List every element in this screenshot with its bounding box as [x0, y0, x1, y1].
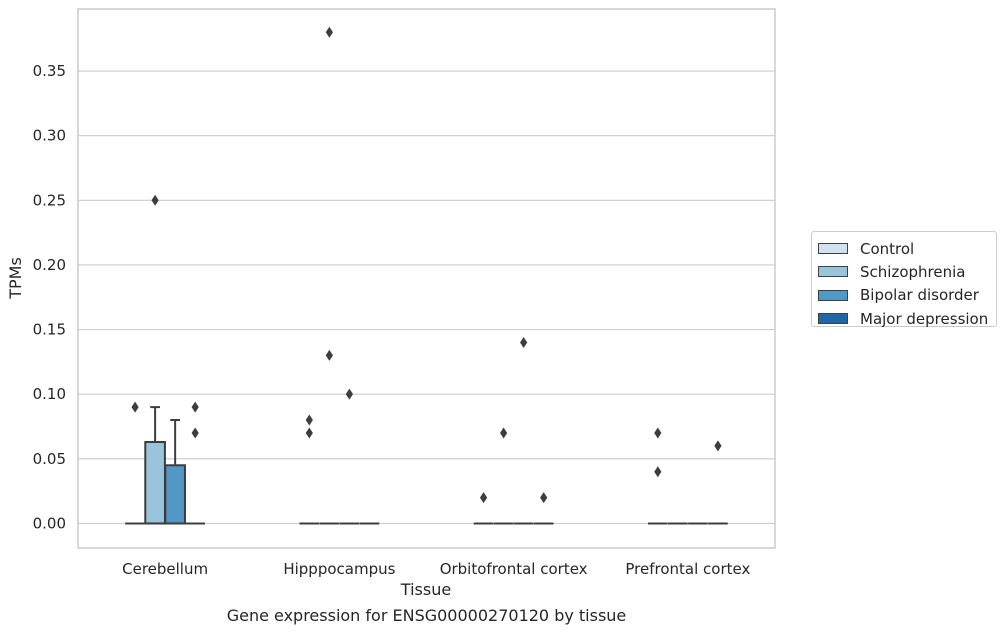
legend-swatch-control — [818, 243, 848, 255]
legend: Control Schizophrenia Bipolar disorder M… — [811, 231, 997, 330]
outlier-point — [305, 414, 313, 426]
legend-item-major-depression: Major depression — [818, 307, 996, 330]
box-group — [125, 401, 145, 525]
x-tick-label: Cerebellum — [122, 560, 208, 578]
y-tick-label: 0.10 — [33, 385, 66, 403]
x-tick-labels: Cerebellum Hipppocampus Orbitofrontal cort… — [122, 560, 750, 578]
box-group — [164, 419, 186, 525]
box-group — [513, 336, 534, 525]
outlier-point — [654, 466, 662, 478]
y-tick-label: 0.35 — [33, 62, 66, 80]
box-group — [319, 26, 340, 525]
box-group — [647, 427, 668, 525]
box — [164, 464, 186, 525]
chart-caption: Gene expression for ENSG00000270120 by t… — [226, 606, 627, 625]
legend-label-bipolar-disorder: Bipolar disorder — [860, 286, 979, 305]
y-axis-label: TPMs — [6, 257, 25, 300]
outlier-point — [540, 492, 548, 504]
outlier-point — [500, 427, 508, 439]
outlier-point — [345, 388, 353, 400]
y-tick-label: 0.00 — [33, 514, 66, 532]
box-series — [125, 26, 728, 525]
outlier-point — [131, 401, 139, 413]
box-group — [533, 492, 554, 525]
box-group — [299, 414, 320, 525]
outlier-point — [479, 492, 488, 504]
plot-frame — [77, 8, 776, 549]
box-group — [473, 492, 494, 525]
outlier-point — [305, 427, 313, 439]
legend-swatch-bipolar-disorder — [818, 289, 848, 301]
legend-label-control: Control — [860, 239, 915, 258]
outlier-point — [520, 336, 528, 348]
legend-label-schizophrenia: Schizophrenia — [860, 262, 966, 281]
x-axis-label: Tissue — [400, 580, 451, 599]
box — [144, 441, 166, 525]
y-tick-labels: 0.00 0.05 0.10 0.15 0.20 0.25 0.30 0.35 — [33, 62, 66, 532]
x-tick-label: Hipppocampus — [283, 560, 395, 578]
box-group — [185, 401, 206, 525]
outlier-point — [325, 349, 333, 361]
y-tick-label: 0.30 — [33, 127, 66, 145]
legend-item-bipolar-disorder: Bipolar disorder — [818, 284, 996, 307]
legend-item-schizophrenia: Schizophrenia — [818, 260, 996, 283]
gridlines — [78, 70, 775, 525]
legend-swatch-schizophrenia — [818, 266, 848, 278]
outlier-point — [191, 427, 199, 439]
y-tick-label: 0.15 — [33, 321, 66, 339]
y-tick-label: 0.20 — [33, 256, 66, 274]
box-group — [339, 388, 360, 525]
y-tick-label: 0.25 — [33, 191, 66, 209]
x-tick-label: Prefrontal cortex — [625, 560, 750, 578]
outlier-point — [191, 401, 199, 413]
box-group — [144, 194, 166, 525]
x-tick-label: Orbitofrontal cortex — [440, 560, 588, 578]
outlier-point — [325, 26, 333, 38]
legend-swatch-major-depression — [818, 313, 848, 325]
outlier-point — [151, 194, 159, 206]
legend-label-major-depression: Major depression — [860, 309, 989, 328]
box-group — [708, 440, 728, 525]
legend-item-control: Control — [818, 237, 996, 260]
box-group — [493, 427, 514, 525]
y-tick-label: 0.05 — [33, 450, 66, 468]
outlier-point — [714, 440, 722, 452]
outlier-point — [654, 427, 662, 439]
